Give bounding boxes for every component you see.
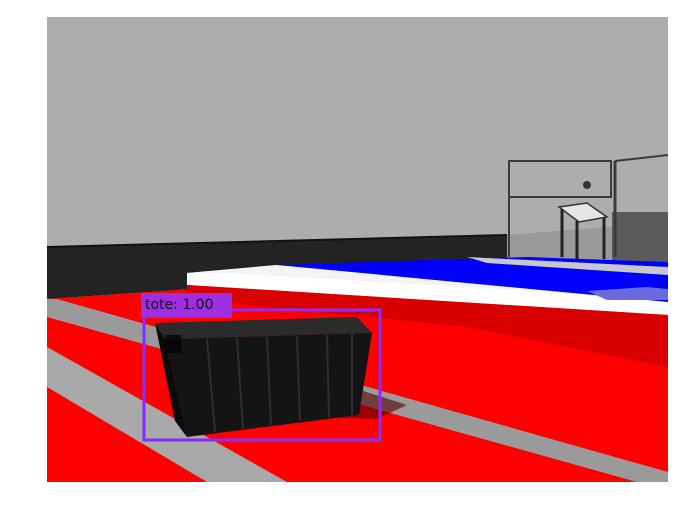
tote xyxy=(155,317,372,437)
detection-label-bg xyxy=(141,293,232,318)
warehouse-scene xyxy=(47,17,668,482)
detection-box xyxy=(142,308,382,442)
machine-block xyxy=(612,212,668,262)
camera-image xyxy=(47,17,668,482)
detection-label: tote: 1.00 xyxy=(145,297,214,313)
platform-side xyxy=(187,285,668,367)
window-frame xyxy=(508,160,612,198)
table xyxy=(557,202,609,223)
walkway xyxy=(47,347,287,482)
wall-knob xyxy=(583,181,591,189)
